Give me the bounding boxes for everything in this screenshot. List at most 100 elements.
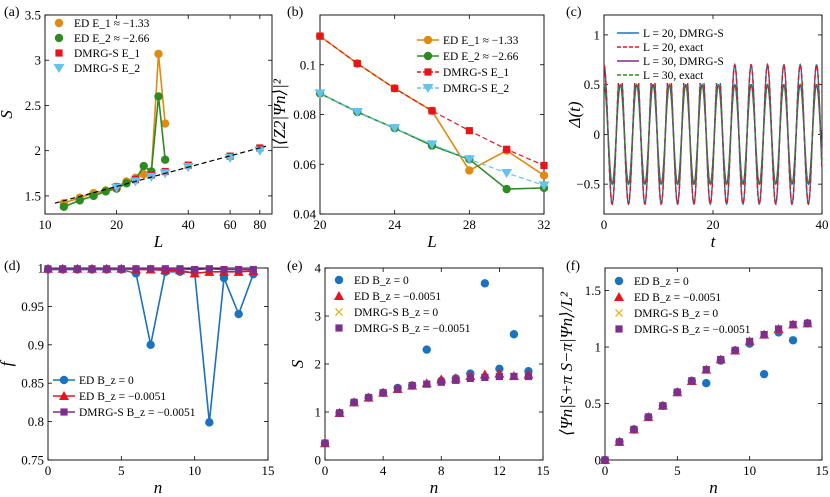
x-tick-label: 80 [253, 217, 266, 232]
legend-label: ED E_2 ≈ −2.66 [443, 51, 519, 63]
data-point [160, 155, 170, 164]
x-tick-label: 32 [538, 217, 551, 232]
chart-panel-f: 0 5 10 15 0 0.5 1 1.5 ED B_z = 0 ED B_z = −0.0051… [557, 259, 829, 497]
data-point [59, 265, 67, 273]
x-tick-label: 20 [110, 217, 123, 232]
x-tick-label: 0 [45, 463, 52, 478]
legend-marker [614, 292, 624, 301]
data-point [88, 265, 96, 273]
y-axis-label: S [288, 359, 307, 368]
panel-label: (c) [566, 5, 582, 20]
data-point [335, 409, 344, 417]
data-point [466, 374, 474, 382]
panel-label: (e) [287, 259, 303, 274]
y-axis-label: ⟨Ψn|S+π S−π|Ψn⟩/L² [557, 291, 576, 436]
x-axis-label: n [154, 478, 163, 497]
data-point [437, 378, 445, 386]
x-tick-label: 60 [224, 217, 237, 232]
data-point [524, 372, 533, 381]
y-axis-label: f [0, 359, 16, 366]
data-point [391, 84, 399, 92]
y-tick-label: 1 [594, 27, 601, 42]
y-tick-label: 2 [35, 143, 42, 158]
data-point [89, 191, 98, 201]
x-tick-label: 0 [322, 463, 329, 478]
y-tick-label: 3 [35, 53, 42, 68]
data-point [73, 265, 81, 273]
legend-marker [55, 49, 63, 57]
x-axis-label: n [709, 478, 718, 497]
data-point [365, 394, 373, 402]
legend-label: L = 30, DMRG-S [643, 56, 724, 68]
legend-label: DMRG-S B_z = 0 [354, 307, 438, 319]
legend-marker [334, 275, 344, 285]
legend-label: DMRG-S E_2 [74, 63, 140, 75]
legend-marker [335, 324, 343, 332]
data-point [75, 196, 84, 205]
data-point [501, 168, 513, 178]
data-point [788, 336, 798, 345]
data-point [389, 124, 401, 134]
data-point [219, 273, 229, 283]
y-tick-label: 0 [315, 453, 322, 468]
data-point [644, 413, 652, 421]
data-point [205, 265, 213, 273]
panel-label: (f) [566, 259, 580, 274]
data-point [538, 181, 550, 191]
y-tick-label: 0.8 [28, 414, 44, 429]
data-point [789, 320, 797, 329]
panel-label: (a) [4, 5, 20, 20]
data-point [205, 418, 214, 427]
legend-label: ED B_z = −0.0051 [79, 391, 166, 403]
data-point [630, 425, 638, 434]
y-tick-label: 1 [38, 261, 45, 276]
series-line [54, 145, 267, 204]
legend-label: L = 20, DMRG-S [643, 28, 724, 40]
data-point [759, 369, 769, 379]
data-point [731, 346, 739, 355]
data-point [760, 331, 768, 339]
x-tick-label: 10 [39, 217, 52, 232]
data-point [235, 265, 243, 274]
data-point [702, 366, 710, 374]
x-tick-label: 10 [188, 463, 201, 478]
legend-marker [424, 68, 432, 76]
y-tick-label: 1.5 [585, 283, 601, 298]
y-tick-label: 0.5 [585, 396, 601, 411]
data-point [101, 187, 110, 196]
chart-panel-a: 10 20 40 60 80 1.5 2 2.5 3 3.5 ED E_1 ≈ −1.33 ED E_… [0, 5, 273, 251]
data-point [539, 171, 549, 180]
legend-label: DMRG-S B_z = −0.0051 [634, 324, 751, 336]
data-point [191, 265, 199, 274]
y-tick-label: 4 [315, 261, 322, 276]
plot-frame [47, 267, 269, 461]
y-tick-label: −0.5 [576, 177, 600, 192]
x-axis-label: n [430, 478, 439, 497]
x-tick-label: 40 [182, 217, 195, 232]
data-point [161, 265, 169, 273]
y-tick-label: 0.08 [293, 107, 316, 122]
legend-label: DMRG-S B_z = 0 [634, 308, 718, 320]
legend-label: ED B_z = 0 [634, 276, 689, 288]
data-point [452, 376, 460, 384]
x-axis-label: t [711, 232, 717, 251]
y-tick-label: 0.9 [28, 337, 44, 352]
x-tick-label: 20 [314, 217, 327, 232]
series-line [603, 83, 823, 186]
data-point [117, 265, 125, 273]
legend-label: ED E_2 ≈ −2.66 [74, 33, 150, 45]
y-tick-label: 0.85 [21, 376, 44, 391]
x-tick-label: 12 [493, 463, 506, 478]
legend-label: ED E_1 ≈ −1.33 [443, 35, 519, 47]
x-tick-label: 0 [601, 217, 608, 232]
data-point [139, 170, 148, 179]
y-tick-label: 1 [315, 405, 322, 420]
legend-marker [54, 18, 64, 28]
legend-marker [59, 391, 69, 400]
y-tick-label: 3 [315, 309, 322, 324]
x-tick-label: 24 [388, 217, 402, 232]
data-point [176, 265, 184, 273]
x-tick-label: 0 [602, 463, 609, 478]
